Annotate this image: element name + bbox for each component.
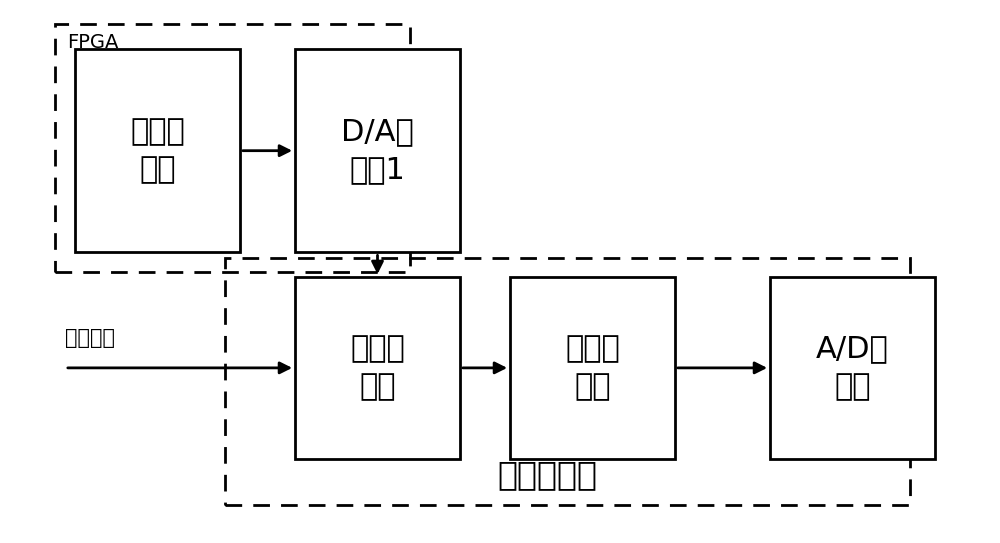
Bar <box>510 277 675 459</box>
Text: 模拟乘
法器: 模拟乘 法器 <box>350 334 405 401</box>
Bar <box>225 258 910 505</box>
Text: D/A转
换器1: D/A转 换器1 <box>341 117 414 184</box>
Text: 信号输入: 信号输入 <box>65 328 115 348</box>
Text: 信号发
生器: 信号发 生器 <box>130 117 185 184</box>
Text: FPGA: FPGA <box>67 33 118 52</box>
Bar <box>770 277 935 459</box>
Bar <box>295 49 460 252</box>
Text: A/D转
换器: A/D转 换器 <box>816 334 889 401</box>
Bar <box>75 49 240 252</box>
Text: 模拟解调器: 模拟解调器 <box>498 458 598 491</box>
Text: 低通滤
波器: 低通滤 波器 <box>565 334 620 401</box>
Bar <box>295 277 460 459</box>
Bar <box>55 24 410 272</box>
